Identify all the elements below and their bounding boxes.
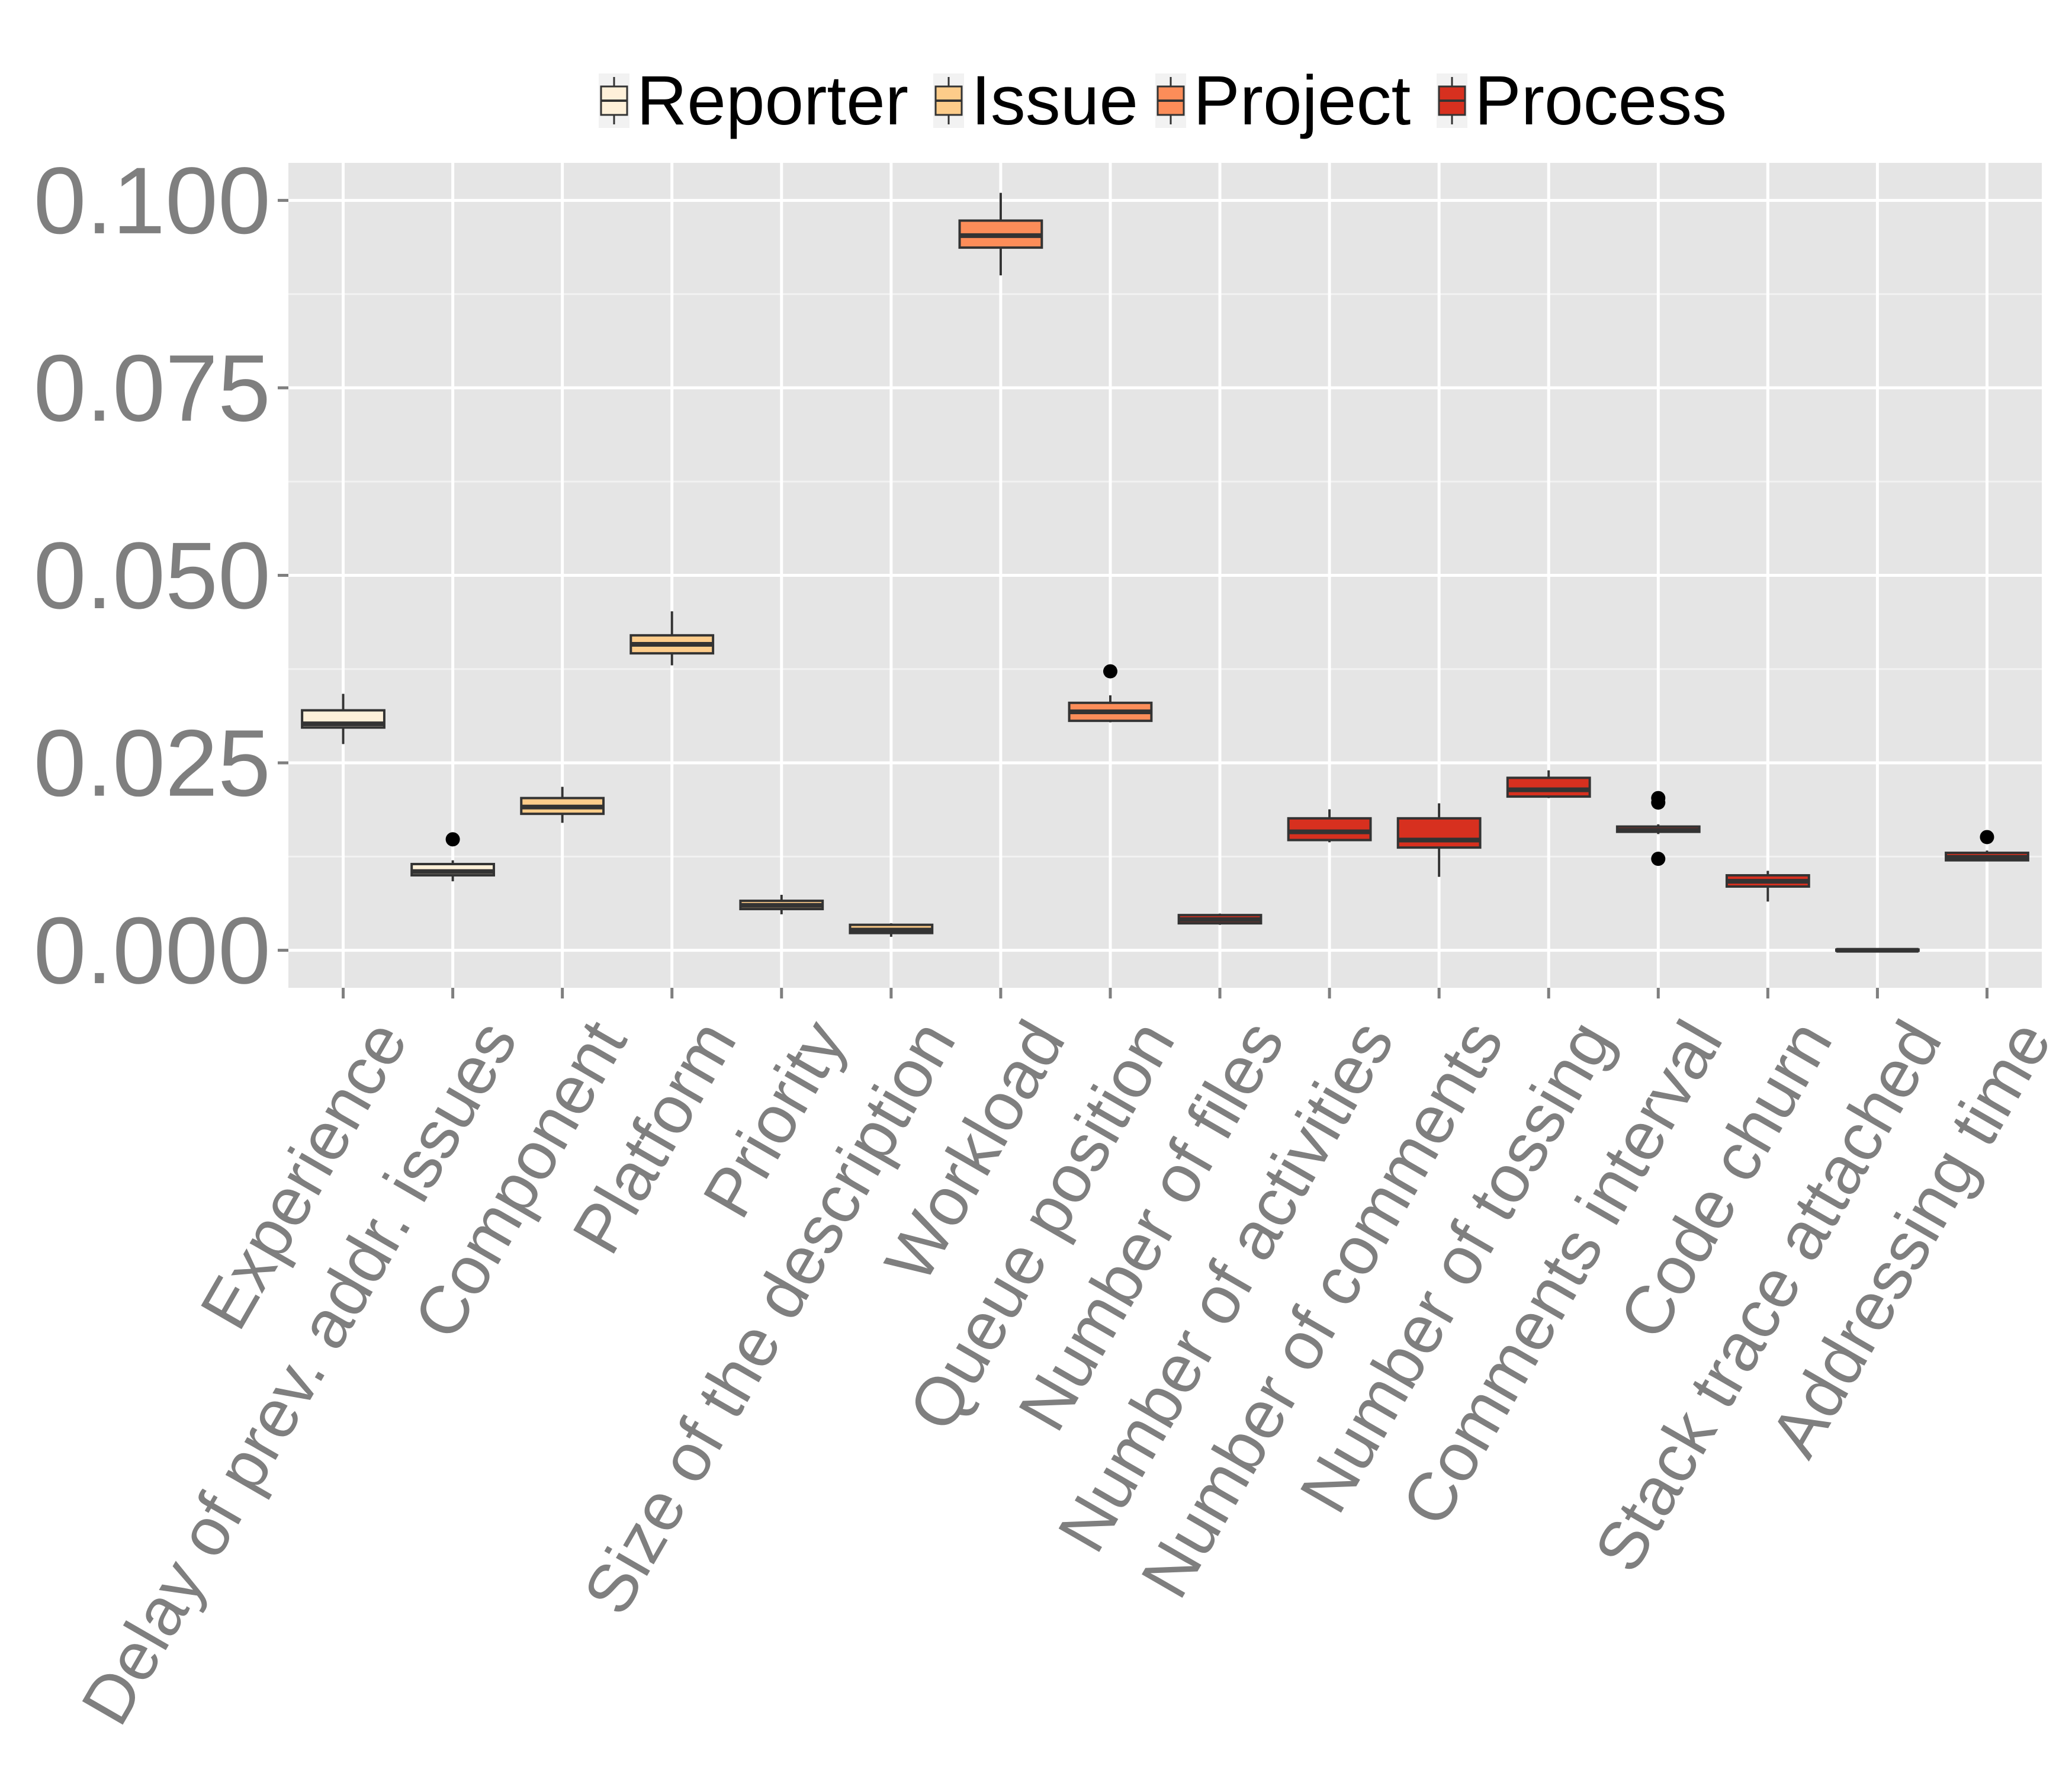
outlier-point [1651, 852, 1666, 866]
y-tick-label: 0.025 [34, 710, 271, 816]
legend-item-issue: Issue [933, 62, 1138, 140]
legend-label: Project [1193, 62, 1411, 140]
box-5 [739, 894, 824, 914]
box-4 [629, 611, 715, 666]
legend-label: Reporter [637, 62, 908, 140]
legend-item-reporter: Reporter [599, 62, 908, 140]
box-3 [520, 786, 605, 823]
box-2 [410, 832, 495, 882]
y-tick-label: 0.050 [34, 522, 271, 628]
box-16 [1945, 830, 2029, 862]
legend: Reporter Issue Project Process [599, 62, 1727, 140]
box-12 [1506, 770, 1591, 798]
box-body [1396, 817, 1482, 849]
outlier-point [445, 832, 460, 847]
y-tick-label: 0.000 [34, 897, 271, 1003]
box-7 [958, 192, 1043, 275]
box-series [301, 192, 2029, 953]
outlier-point [1651, 791, 1666, 805]
box-11 [1396, 803, 1482, 877]
legend-item-process: Process [1437, 62, 1727, 140]
y-axis: 0.000 0.025 0.050 0.075 0.100 [34, 147, 288, 1003]
legend-item-project: Project [1155, 62, 1411, 140]
box-1 [301, 693, 386, 744]
legend-label: Issue [971, 62, 1138, 140]
box-body [1287, 817, 1372, 842]
outlier-point [1980, 830, 1994, 844]
y-tick-label: 0.075 [34, 335, 271, 441]
box-8 [1068, 664, 1153, 722]
y-tick-label: 0.100 [34, 147, 271, 253]
box-15 [1835, 948, 1920, 953]
box-6 [849, 923, 934, 937]
box-9 [1177, 913, 1263, 925]
grid-minor-lines [288, 293, 2042, 858]
legend-label: Process [1475, 62, 1727, 140]
box-13 [1615, 791, 1701, 866]
box-14 [1725, 871, 1810, 902]
outlier-point [1103, 664, 1117, 679]
box-body [1506, 776, 1591, 798]
box-10 [1287, 809, 1372, 843]
